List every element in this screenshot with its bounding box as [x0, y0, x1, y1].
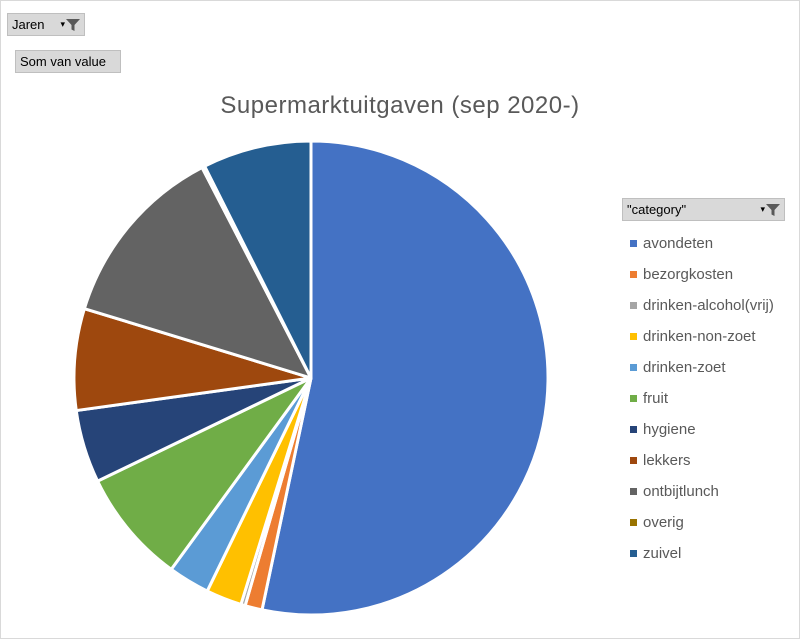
years-filter-label: Jaren — [12, 17, 45, 32]
legend-label: drinken-zoet — [643, 359, 726, 376]
legend-swatch — [630, 519, 637, 526]
category-filter-button[interactable]: "category" ▾ — [622, 198, 785, 221]
years-filter-button[interactable]: Jaren ▾ — [7, 13, 85, 36]
pie-slice-fruit[interactable] — [96, 376, 313, 571]
legend-label: overig — [643, 514, 684, 531]
legend-swatch — [630, 302, 637, 309]
filter-icon — [66, 18, 80, 31]
legend-swatch — [630, 488, 637, 495]
dropdown-arrow-icon: ▾ — [60, 19, 65, 29]
legend-label: ontbijtlunch — [643, 483, 719, 500]
chart-legend: avondeten bezorgkosten drinken-alcohol(vri… — [630, 228, 774, 569]
legend-swatch — [630, 364, 637, 371]
legend-item-avondeten[interactable]: avondeten — [630, 228, 774, 259]
value-field-button[interactable]: Som van value — [15, 50, 121, 73]
legend-swatch — [630, 457, 637, 464]
legend-item-lekkers[interactable]: lekkers — [630, 445, 774, 476]
legend-item-bezorgkosten[interactable]: bezorgkosten — [630, 259, 774, 290]
legend-swatch — [630, 271, 637, 278]
legend-swatch — [630, 550, 637, 557]
legend-swatch — [630, 333, 637, 340]
legend-label: avondeten — [643, 235, 714, 252]
legend-item-drinken-alcohol(vrij)[interactable]: drinken-alcohol(vrij) — [630, 290, 774, 321]
category-filter-label: "category" — [627, 202, 687, 217]
legend-label: fruit — [643, 390, 669, 407]
legend-swatch — [630, 426, 637, 433]
legend-swatch — [630, 395, 637, 402]
pie-slice-ontbijtlunch[interactable] — [82, 166, 313, 380]
legend-item-hygiene[interactable]: hygiene — [630, 414, 774, 445]
legend-label: drinken-non-zoet — [643, 328, 756, 345]
value-field-label: Som van value — [20, 54, 106, 69]
dropdown-arrow-icon: ▾ — [760, 204, 765, 214]
pie-slice-lekkers[interactable] — [72, 307, 313, 413]
filter-icon — [766, 203, 780, 216]
chart-title: Supermarktuitgaven (sep 2020-) — [220, 92, 580, 119]
legend-label: bezorgkosten — [643, 266, 734, 283]
legend-label: hygiene — [643, 421, 696, 438]
pie-slice-avondeten[interactable] — [260, 139, 550, 617]
legend-item-drinken-non-zoet[interactable]: drinken-non-zoet — [630, 321, 774, 352]
legend-item-zuivel[interactable]: zuivel — [630, 538, 774, 569]
legend-label: zuivel — [643, 545, 682, 562]
legend-swatch — [630, 240, 637, 247]
legend-item-fruit[interactable]: fruit — [630, 383, 774, 414]
legend-item-drinken-zoet[interactable]: drinken-zoet — [630, 352, 774, 383]
legend-item-ontbijtlunch[interactable]: ontbijtlunch — [630, 476, 774, 507]
pie-slice-zuivel[interactable] — [203, 139, 313, 380]
legend-item-overig[interactable]: overig — [630, 507, 774, 538]
legend-label: lekkers — [643, 452, 691, 469]
legend-label: drinken-alcohol(vrij) — [643, 297, 774, 314]
